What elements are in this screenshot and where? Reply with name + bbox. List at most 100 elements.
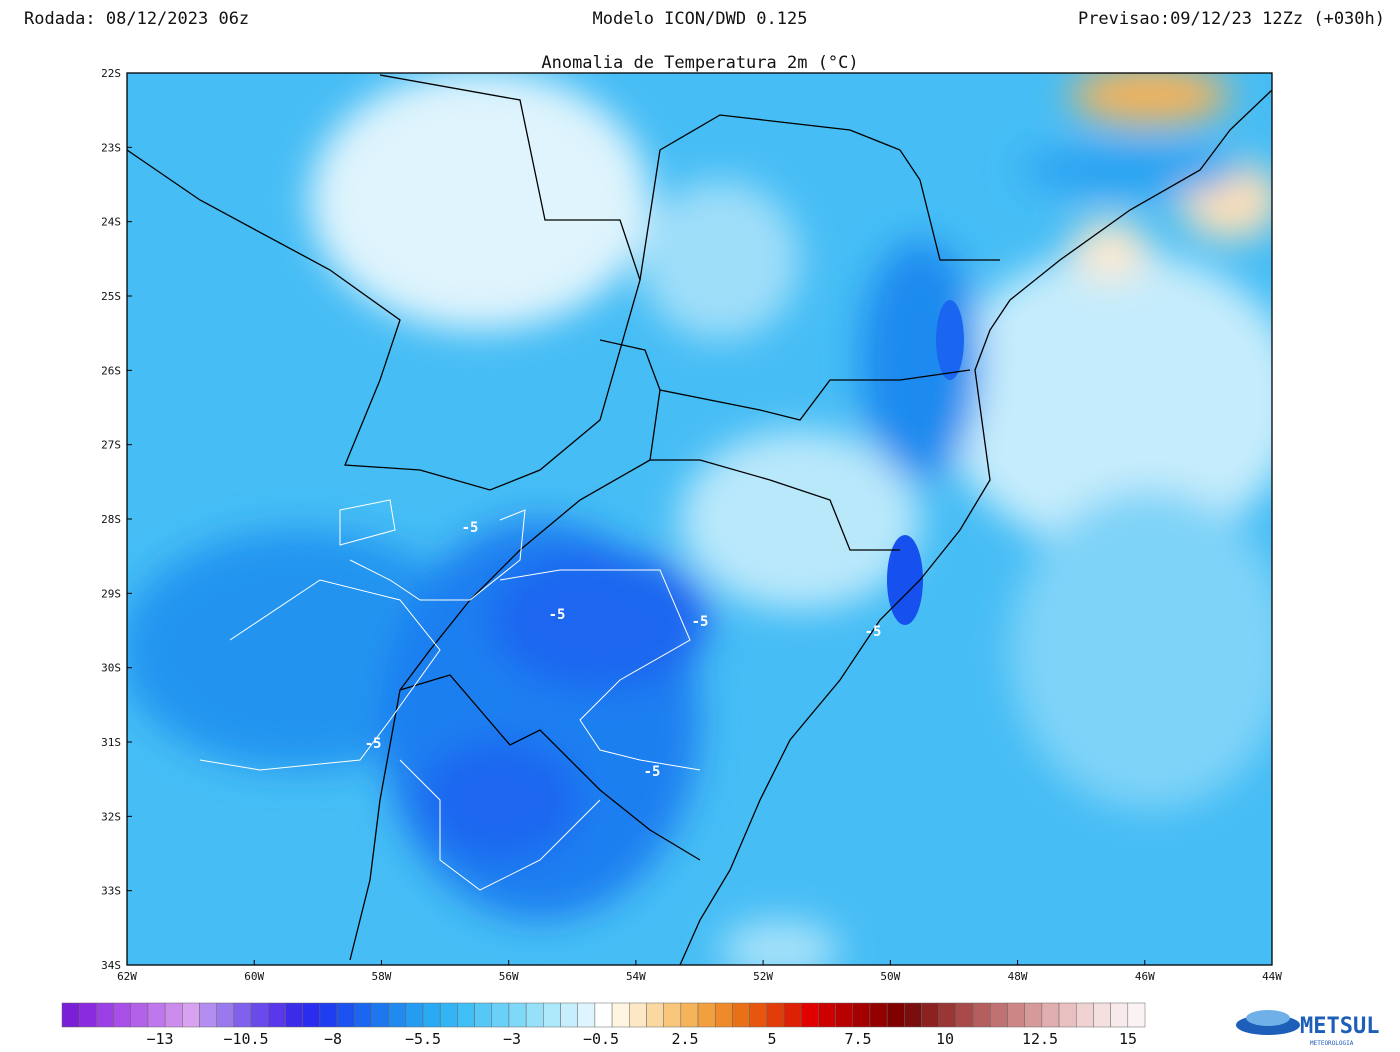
colorbar-swatch (525, 1002, 544, 1028)
colorbar-label: −13 (146, 1030, 173, 1048)
lat-label: 30S (101, 662, 121, 675)
lat-label: 26S (101, 364, 121, 377)
colorbar-swatch (319, 1002, 338, 1028)
lon-label: 56W (499, 970, 519, 983)
contour-label: -5 (644, 764, 661, 780)
colorbar-swatch (1075, 1002, 1094, 1028)
logo-name: METSUL (1300, 1014, 1379, 1039)
lat-label: 31S (101, 736, 121, 749)
lat-label: 32S (101, 810, 121, 823)
colorbar-swatch (629, 1002, 647, 1028)
lat-label: 24S (101, 216, 121, 229)
contour-label: -5 (462, 520, 479, 536)
colorbar-swatch (1127, 1002, 1146, 1028)
colorbar-swatch (697, 1002, 716, 1028)
lon-label: 52W (753, 970, 773, 983)
colorbar-swatch (921, 1002, 939, 1028)
colorbar-swatch (818, 1002, 836, 1028)
colorbar-swatch (474, 1002, 493, 1028)
colorbar-swatch (800, 1002, 819, 1028)
colorbar-swatch (749, 1002, 768, 1028)
lon-label: 54W (626, 970, 646, 983)
contour-label: -5 (549, 607, 566, 623)
colorbar-swatch (371, 1002, 389, 1028)
colorbar-swatch (646, 1002, 664, 1028)
model-label: Modelo ICON/DWD 0.125 (593, 9, 808, 29)
colorbar-swatch (543, 1002, 561, 1028)
colorbar-label: −8 (324, 1030, 342, 1048)
lat-label: 28S (101, 513, 121, 526)
colorbar-swatch (680, 1002, 699, 1028)
lon-label: 62W (117, 970, 137, 983)
lon-label: 60W (244, 970, 264, 983)
logo-tagline: METEOROLOGIA (1310, 1040, 1354, 1047)
map-title: Anomalia de Temperatura 2m (°C) (541, 53, 858, 73)
colorbar-swatch (1110, 1002, 1129, 1028)
lat-label: 25S (101, 290, 121, 303)
colorbar-swatch (250, 1002, 269, 1028)
lat-label: 29S (101, 587, 121, 600)
contour-label: -5 (365, 736, 382, 752)
colorbar-swatch (216, 1002, 235, 1028)
forecast-label: Previsao:09/12/23 12Zz (+030h) (1078, 9, 1385, 29)
lat-label: 33S (101, 885, 121, 898)
colorbar-swatch (990, 1002, 1008, 1028)
colorbar-swatch (1041, 1002, 1060, 1028)
colorbar-swatch (302, 1002, 321, 1028)
colorbar-swatch (96, 1002, 114, 1028)
colorbar-swatch (268, 1002, 286, 1028)
colorbar-label: 2.5 (671, 1030, 698, 1048)
colorbar-swatch (508, 1002, 527, 1028)
colorbar-swatch (869, 1002, 888, 1028)
logo: METSUL METEOROLOGIA (1236, 1010, 1379, 1047)
colorbar-label: −3 (503, 1030, 521, 1048)
colorbar-swatch (972, 1002, 991, 1028)
anomaly-field (127, 73, 1272, 965)
colorbar-label: 5 (767, 1030, 776, 1048)
colorbar-swatch (388, 1002, 407, 1028)
colorbar-swatch (835, 1002, 854, 1028)
contour-label: -5 (692, 614, 709, 630)
colorbar-swatch (113, 1002, 132, 1028)
lon-label: 58W (372, 970, 392, 983)
colorbar-swatch (457, 1002, 475, 1028)
colorbar-label: 12.5 (1022, 1030, 1058, 1048)
colorbar-swatch (783, 1002, 802, 1028)
colorbar-swatch (714, 1002, 733, 1028)
colorbar-swatch (594, 1002, 613, 1028)
colorbar-swatch (1093, 1002, 1111, 1028)
colorbar-swatch (1024, 1002, 1043, 1028)
colorbar-swatch (233, 1002, 252, 1028)
colorbar-swatch (955, 1002, 974, 1028)
colorbar-swatch (199, 1002, 217, 1028)
colorbar-swatch (663, 1002, 682, 1028)
lon-label: 46W (1135, 970, 1155, 983)
run-label: Rodada: 08/12/2023 06z (24, 9, 249, 29)
colorbar-swatch (904, 1002, 922, 1028)
contours (199, 499, 701, 891)
colorbar-swatch (491, 1002, 510, 1028)
lon-label: 50W (880, 970, 900, 983)
colorbar-swatch (78, 1002, 97, 1028)
colorbar-swatch (422, 1002, 441, 1028)
colorbar-swatch (164, 1002, 183, 1028)
colorbar-swatch (852, 1002, 871, 1028)
colorbar-swatch (577, 1002, 596, 1028)
colorbar-swatch (560, 1002, 578, 1028)
colorbar-label: −5.5 (405, 1030, 441, 1048)
colorbar-swatch (353, 1002, 372, 1028)
borders (126, 74, 1273, 966)
colorbar-label: 15 (1119, 1030, 1137, 1048)
lon-label: 48W (1008, 970, 1028, 983)
lat-label: 34S (101, 959, 121, 972)
colorbar-label: 10 (936, 1030, 954, 1048)
colorbar-label: 7.5 (844, 1030, 871, 1048)
colorbar-swatch (336, 1002, 355, 1028)
colorbar-label: −10.5 (223, 1030, 268, 1048)
colorbar-swatch (732, 1002, 750, 1028)
colorbar-swatch (938, 1002, 957, 1028)
colorbar-swatch (439, 1002, 458, 1028)
colorbar-swatch (182, 1002, 200, 1028)
